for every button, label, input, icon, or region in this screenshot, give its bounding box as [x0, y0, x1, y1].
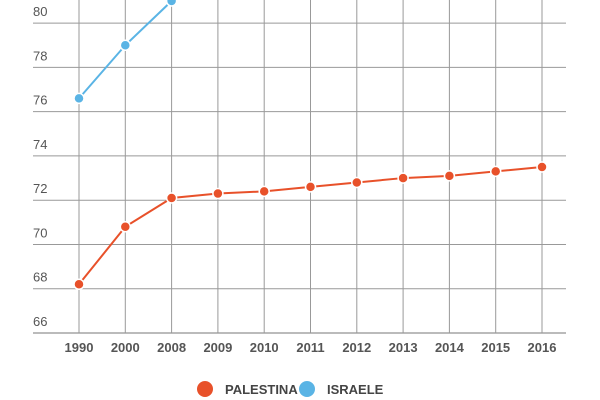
x-tick-label: 2011	[296, 340, 324, 355]
data-point-israele	[73, 92, 85, 105]
x-tick-label: 2015	[481, 340, 510, 355]
data-point-palestina	[119, 221, 132, 233]
x-tick-label: 2014	[435, 340, 465, 355]
x-tick-label: 2009	[203, 340, 232, 355]
legend: PALESTINA ISRAELE	[197, 381, 384, 397]
legend-marker-israele	[299, 381, 315, 397]
y-tick-label: 70	[33, 225, 47, 240]
x-tick-label: 2008	[157, 340, 186, 355]
x-tick-label: 1990	[65, 340, 94, 355]
data-point-palestina	[73, 278, 85, 291]
data-point-palestina	[212, 187, 224, 200]
data-point-palestina	[443, 170, 456, 182]
y-tick-label: 66	[33, 314, 47, 329]
y-tick-label: 74	[33, 137, 47, 152]
legend-marker-palestina	[197, 381, 213, 397]
y-tick-label: 68	[33, 270, 47, 285]
data-point-palestina	[165, 192, 178, 204]
y-tick-label: 76	[33, 93, 47, 108]
legend-label-palestina: PALESTINA	[225, 382, 298, 397]
series-line-israele	[78, 0, 174, 100]
legend-label-israele: ISRAELE	[327, 382, 384, 397]
x-tick-label: 2010	[250, 340, 279, 355]
data-point-palestina	[489, 165, 502, 178]
data-point-israele	[119, 39, 132, 52]
data-point-palestina	[397, 172, 409, 184]
x-tick-label: 2016	[528, 340, 557, 355]
grid	[33, 0, 566, 334]
series-group	[73, 0, 548, 291]
data-point-palestina	[351, 176, 363, 189]
data-point-palestina	[258, 185, 270, 198]
data-point-israele	[165, 0, 178, 7]
x-tick-label: 2012	[342, 340, 371, 355]
x-tick-label: 2013	[389, 340, 418, 355]
x-tick-label: 2000	[111, 340, 140, 355]
y-tick-label: 80	[33, 4, 47, 19]
x-axis: 1990 2000 2008 2009 2010 2011 2012 2013 2014 2015…	[65, 340, 557, 355]
data-point-palestina	[536, 161, 548, 173]
data-point-palestina	[304, 181, 317, 193]
y-tick-label: 72	[33, 181, 47, 196]
y-axis: 66 68 70 72 74 76 78 80	[33, 4, 47, 329]
y-tick-label: 78	[33, 48, 47, 63]
